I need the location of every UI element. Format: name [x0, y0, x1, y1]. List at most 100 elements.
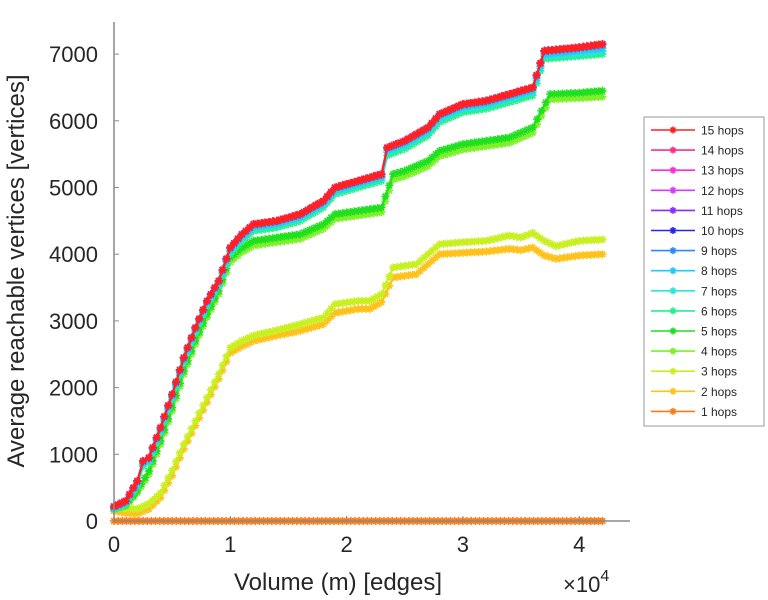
data-point-marker — [191, 416, 200, 425]
legend: 15 hops 14 hops 13 hops 12 hops 11 hops 10 ho… — [643, 116, 765, 427]
data-point-marker — [338, 181, 347, 190]
legend-item: 6 hops — [651, 304, 737, 318]
data-point-marker — [133, 509, 142, 518]
data-point-marker — [598, 250, 607, 259]
data-point-marker — [299, 207, 308, 216]
data-point-marker — [237, 243, 246, 252]
data-point-marker — [532, 71, 541, 80]
data-point-marker — [567, 238, 576, 247]
data-point-marker — [598, 235, 607, 244]
data-point-marker — [245, 243, 254, 252]
data-point-marker — [303, 324, 312, 333]
data-point-marker — [152, 433, 161, 442]
legend-label: 10 hops — [701, 224, 744, 238]
data-point-marker — [346, 179, 355, 188]
series-12-hops — [110, 40, 607, 511]
data-point-marker — [541, 103, 550, 112]
data-point-marker — [241, 241, 250, 250]
data-point-marker — [129, 483, 138, 492]
data-point-marker — [571, 94, 580, 103]
data-point-marker — [404, 170, 413, 179]
data-point-marker — [546, 90, 555, 99]
data-point-marker — [241, 340, 250, 349]
data-point-marker — [369, 172, 378, 181]
data-point-marker — [319, 320, 328, 329]
data-point-marker — [550, 89, 559, 98]
data-point-marker — [218, 361, 227, 370]
data-point-marker — [389, 170, 398, 179]
series-3-hops — [110, 228, 607, 513]
data-point-marker — [222, 357, 231, 366]
data-point-marker — [257, 329, 266, 338]
data-point-marker — [237, 248, 246, 257]
data-point-marker — [404, 134, 413, 143]
data-point-marker — [373, 171, 382, 180]
x-ticks: 0 1 2 3 4 — [108, 516, 585, 557]
data-point-marker — [214, 276, 223, 285]
data-point-marker — [517, 86, 526, 95]
data-point-marker — [334, 182, 343, 191]
data-point-marker — [253, 336, 262, 345]
data-point-marker — [486, 235, 495, 244]
legend-item: 7 hops — [651, 284, 737, 298]
data-point-marker — [144, 466, 153, 475]
y-tick-label: 2000 — [49, 376, 98, 401]
data-point-marker — [218, 275, 227, 284]
data-point-marker — [315, 199, 324, 208]
data-point-marker — [152, 497, 161, 506]
data-point-marker — [373, 300, 382, 309]
data-point-marker — [319, 313, 328, 322]
data-point-marker — [168, 466, 177, 475]
y-tick-label: 5000 — [49, 176, 98, 201]
data-point-marker — [431, 253, 440, 262]
data-point-marker — [172, 462, 181, 471]
data-point-marker — [435, 152, 444, 161]
data-point-marker — [311, 201, 320, 210]
data-point-marker — [520, 85, 529, 94]
data-point-marker — [412, 167, 421, 176]
data-point-marker — [558, 94, 567, 103]
data-point-marker — [424, 156, 433, 165]
data-point-marker — [187, 424, 196, 433]
data-point-marker — [323, 192, 332, 201]
data-point-marker — [210, 294, 219, 303]
data-point-marker — [427, 246, 436, 255]
data-point-marker — [408, 132, 417, 141]
legend-item: 1 hops — [651, 405, 737, 419]
data-point-marker — [327, 187, 336, 196]
data-point-marker — [133, 476, 142, 485]
data-point-marker — [203, 398, 212, 407]
data-point-marker — [408, 168, 417, 177]
data-point-marker — [396, 138, 405, 147]
data-point-marker — [517, 233, 526, 242]
data-point-marker — [424, 123, 433, 132]
data-point-marker — [303, 226, 312, 235]
data-point-marker — [669, 146, 677, 154]
data-point-marker — [455, 146, 464, 155]
data-point-marker — [513, 130, 522, 139]
data-point-marker — [566, 89, 575, 98]
data-point-marker — [385, 181, 394, 190]
data-point-marker — [505, 90, 514, 99]
data-point-marker — [546, 95, 555, 104]
data-point-marker — [261, 334, 270, 343]
data-point-marker — [385, 272, 394, 281]
data-point-marker — [319, 224, 328, 233]
data-point-marker — [431, 155, 440, 164]
data-point-marker — [195, 409, 204, 418]
data-point-marker — [323, 216, 332, 225]
data-point-marker — [164, 473, 173, 482]
data-point-marker — [299, 228, 308, 237]
series-line — [113, 246, 603, 515]
data-point-marker — [489, 235, 498, 244]
data-point-marker — [230, 346, 239, 355]
data-point-marker — [420, 253, 429, 262]
data-point-marker — [152, 492, 161, 501]
data-point-marker — [241, 245, 250, 254]
data-point-marker — [226, 243, 235, 252]
legend-item: 10 hops — [651, 224, 744, 238]
data-point-marker — [443, 106, 452, 115]
data-point-marker — [447, 105, 456, 114]
data-point-marker — [365, 304, 374, 313]
legend-label: 12 hops — [701, 184, 744, 198]
